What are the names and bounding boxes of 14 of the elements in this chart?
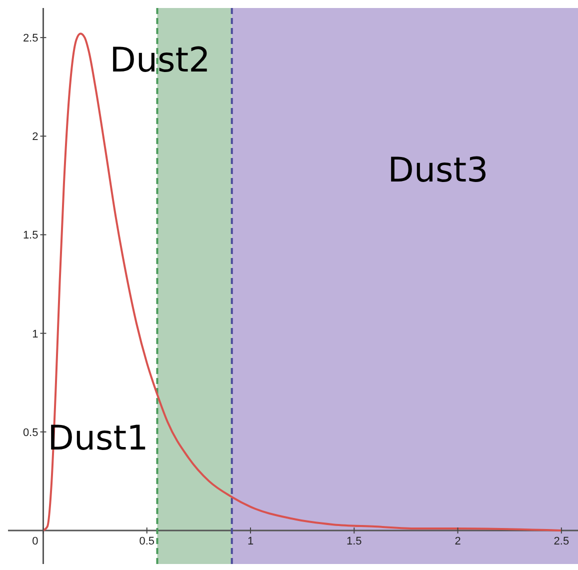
y-tick-label: 1 [32,328,38,340]
y-tick-label: 1.5 [22,230,38,242]
x-tick-label: 1.5 [346,535,362,548]
y-tick-label: 0.5 [22,426,38,439]
y-tick-label: 2.5 [22,32,38,45]
x-tick-label: 1 [247,535,254,548]
line-series [42,32,562,532]
x-tick-label: 2.5 [554,535,570,548]
annotation: Dust2 [110,40,210,80]
x-tick-label: 0.5 [139,535,155,548]
y-tick-label: 2 [32,131,38,144]
annotation: Dust3 [388,150,488,190]
x-tick-label: 2 [454,535,461,548]
x-tick-label: 0 [32,535,38,548]
